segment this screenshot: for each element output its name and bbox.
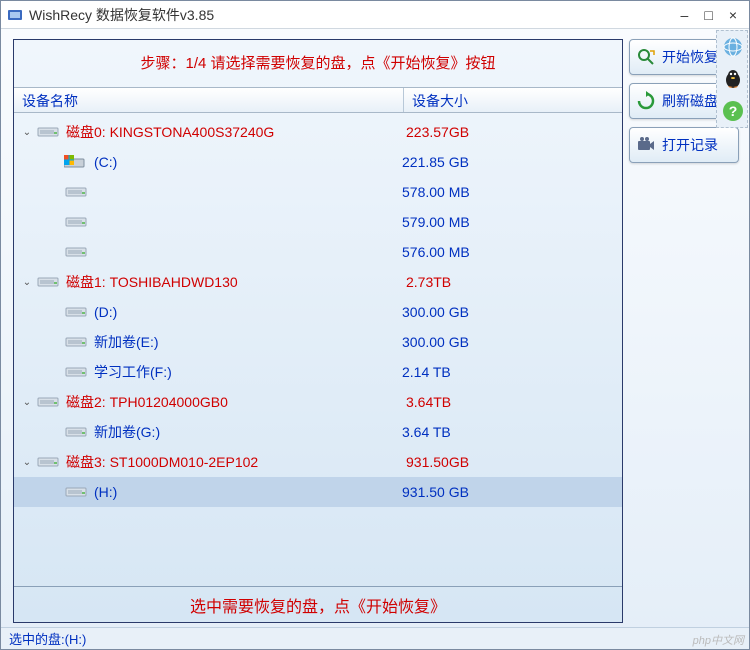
drive-icon <box>36 275 60 289</box>
expand-icon[interactable]: ⌄ <box>20 127 34 138</box>
disk-row[interactable]: ⌄ 磁盘3: ST1000DM010-2EP102931.50GB <box>14 447 622 477</box>
toolbar-qq-icon[interactable] <box>719 65 747 93</box>
disk-row[interactable]: ⌄ 磁盘1: TOSHIBAHDWD1302.73TB <box>14 267 622 297</box>
instruction-text: 选中需要恢复的盘，点《开始恢复》 <box>14 586 622 622</box>
volume-row[interactable]: 579.00 MB <box>14 207 622 237</box>
drive-icon <box>36 395 60 409</box>
drive-icon <box>64 215 88 229</box>
device-size: 223.57GB <box>406 124 469 140</box>
button-label: 刷新磁盘 <box>662 91 718 111</box>
device-size: 221.85 GB <box>402 154 469 170</box>
open-log-button[interactable]: 打开记录 <box>629 127 739 163</box>
device-size: 3.64 TB <box>402 424 451 440</box>
volume-row[interactable]: 新加卷(G:)3.64 TB <box>14 417 622 447</box>
device-name: (H:) <box>94 484 402 500</box>
window-title: WishRecy 数据恢复软件v3.85 <box>29 5 681 25</box>
table-header: 设备名称 设备大小 <box>14 87 622 113</box>
status-bar: 选中的盘:(H:) <box>1 627 749 649</box>
device-name: 学习工作(F:) <box>94 362 402 382</box>
drive-icon <box>64 245 88 259</box>
app-window: WishRecy 数据恢复软件v3.85 – □ × 步骤：1/4 请选择需要恢… <box>0 0 750 650</box>
volume-row[interactable]: (C:)221.85 GB <box>14 147 622 177</box>
device-size: 579.00 MB <box>402 214 470 230</box>
drive-icon <box>64 425 88 439</box>
column-device-name[interactable]: 设备名称 <box>14 88 404 112</box>
expand-icon[interactable]: ⌄ <box>20 457 34 468</box>
drive-icon <box>64 305 88 319</box>
drive-icon <box>64 485 88 499</box>
button-label: 打开记录 <box>662 135 718 155</box>
refresh-icon <box>636 91 656 111</box>
drive-icon <box>64 365 88 379</box>
device-size: 2.14 TB <box>402 364 451 380</box>
minimize-button[interactable]: – <box>681 7 689 23</box>
device-name: 磁盘0: KINGSTONA400S37240G <box>66 122 406 142</box>
device-name: 磁盘1: TOSHIBAHDWD130 <box>66 272 406 292</box>
device-size: 2.73TB <box>406 274 451 290</box>
disk-row[interactable]: ⌄ 磁盘0: KINGSTONA400S37240G223.57GB <box>14 117 622 147</box>
drive-icon <box>64 185 88 199</box>
device-size: 578.00 MB <box>402 184 470 200</box>
toolbar-help-icon[interactable]: ? <box>719 97 747 125</box>
svg-text:?: ? <box>729 103 738 119</box>
device-name: (D:) <box>94 304 402 320</box>
volume-row[interactable]: 576.00 MB <box>14 237 622 267</box>
maximize-button[interactable]: □ <box>704 7 712 23</box>
title-bar[interactable]: WishRecy 数据恢复软件v3.85 – □ × <box>1 1 749 29</box>
device-name: 新加卷(E:) <box>94 332 402 352</box>
main-panel: 步骤：1/4 请选择需要恢复的盘，点《开始恢复》按钮 设备名称 设备大小 ⌄ 磁盘… <box>13 39 623 623</box>
device-name: (C:) <box>94 154 402 170</box>
device-name: 磁盘2: TPH01204000GB0 <box>66 392 406 412</box>
status-text: 选中的盘:(H:) <box>9 629 86 648</box>
disk-row[interactable]: ⌄ 磁盘2: TPH01204000GB03.64TB <box>14 387 622 417</box>
camera-icon <box>636 135 656 155</box>
drive-icon <box>64 155 88 169</box>
device-size: 931.50GB <box>406 454 469 470</box>
app-icon <box>7 7 23 23</box>
device-tree[interactable]: ⌄磁盘0: KINGSTONA400S37240G223.57GB(C:)221… <box>14 113 622 586</box>
right-toolbar: ? <box>716 30 748 128</box>
device-size: 931.50 GB <box>402 484 469 500</box>
drive-icon <box>36 125 60 139</box>
drive-icon <box>64 335 88 349</box>
button-label: 开始恢复 <box>662 47 718 67</box>
drive-icon <box>36 455 60 469</box>
window-controls: – □ × <box>681 7 743 23</box>
device-name: 新加卷(G:) <box>94 422 402 442</box>
close-button[interactable]: × <box>729 7 737 23</box>
volume-row[interactable]: (D:)300.00 GB <box>14 297 622 327</box>
toolbar-globe-icon[interactable] <box>719 33 747 61</box>
device-name: 磁盘3: ST1000DM010-2EP102 <box>66 452 406 472</box>
step-hint: 步骤：1/4 请选择需要恢复的盘，点《开始恢复》按钮 <box>14 40 622 87</box>
device-size: 576.00 MB <box>402 244 470 260</box>
device-size: 300.00 GB <box>402 334 469 350</box>
volume-row[interactable]: 578.00 MB <box>14 177 622 207</box>
volume-row[interactable]: (H:)931.50 GB <box>14 477 622 507</box>
device-size: 300.00 GB <box>402 304 469 320</box>
magnify-arrow-icon <box>636 47 656 67</box>
volume-row[interactable]: 新加卷(E:)300.00 GB <box>14 327 622 357</box>
device-size: 3.64TB <box>406 394 451 410</box>
expand-icon[interactable]: ⌄ <box>20 397 34 408</box>
volume-row[interactable]: 学习工作(F:)2.14 TB <box>14 357 622 387</box>
column-device-size[interactable]: 设备大小 <box>404 88 622 112</box>
expand-icon[interactable]: ⌄ <box>20 277 34 288</box>
content-area: 步骤：1/4 请选择需要恢复的盘，点《开始恢复》按钮 设备名称 设备大小 ⌄ 磁盘… <box>1 29 749 627</box>
